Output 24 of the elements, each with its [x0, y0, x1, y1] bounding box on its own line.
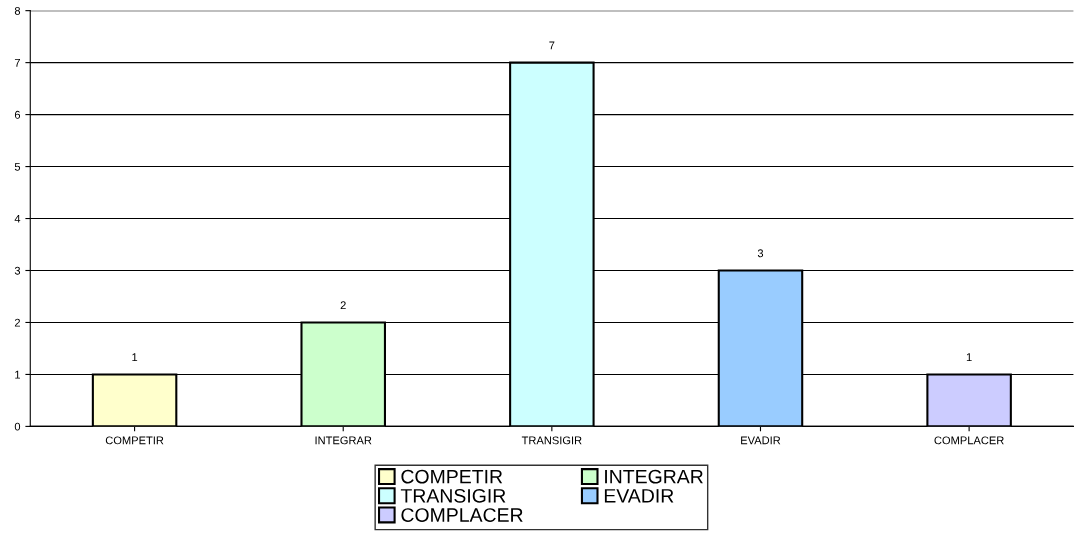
- data-label: 1: [966, 353, 972, 362]
- y-tick-label: 6: [14, 110, 21, 119]
- y-tick-label: 7: [14, 59, 20, 67]
- data-label: 7: [549, 41, 555, 50]
- x-tick-label: INTEGRAR: [315, 436, 372, 445]
- x-tick-label: EVADIR: [741, 436, 781, 445]
- y-tick-label: 8: [14, 6, 21, 15]
- x-tick-label: COMPETIR: [105, 436, 164, 445]
- legend-label: TRANSIGIR: [400, 488, 506, 503]
- y-tick-label: 5: [14, 162, 21, 171]
- legend-label: EVADIR: [604, 489, 674, 503]
- y-tick-label: 1: [15, 370, 20, 379]
- legend-label: INTEGRAR: [605, 469, 703, 484]
- y-tick-label: 0: [14, 422, 21, 431]
- legend-label: COMPETIR: [401, 469, 503, 484]
- y-tick-label: 2: [14, 318, 20, 327]
- data-label: 1: [132, 353, 138, 362]
- y-tick-label: 4: [14, 214, 21, 223]
- x-tick-label: TRANSIGIR: [521, 436, 582, 445]
- legend-label: COMPLACER: [401, 508, 523, 522]
- y-tick-label: 3: [14, 266, 21, 275]
- data-label: 3: [757, 249, 764, 258]
- data-label: 2: [340, 301, 346, 310]
- x-tick-label: COMPLACER: [934, 436, 1004, 445]
